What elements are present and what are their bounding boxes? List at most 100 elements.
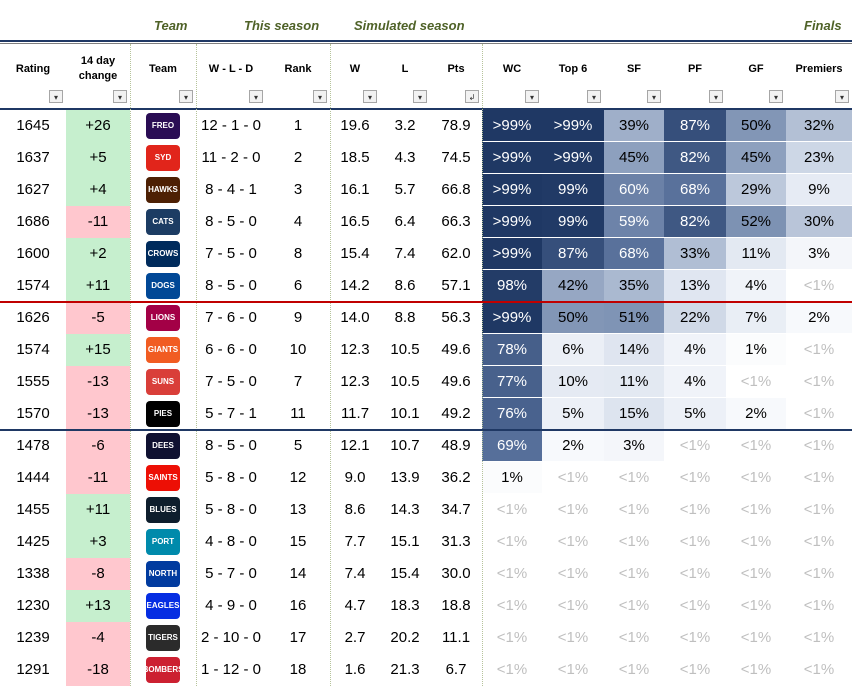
table-row[interactable]: 1555 -13 SUNS 7 - 5 - 0 7 12.3 10.5 49.6 77% 10% 1…: [0, 366, 852, 398]
column-header-team: Team: [130, 44, 196, 108]
gf-cell: 11%: [726, 238, 786, 270]
pf-cell: 22%: [664, 302, 726, 334]
filter-dropdown-button[interactable]: ▾: [363, 90, 377, 103]
group-header-team: Team: [154, 18, 188, 33]
pts-cell: 36.2: [441, 469, 471, 486]
column-header-label: Top 6: [558, 62, 588, 75]
team-cell: CATS: [130, 206, 196, 238]
filter-dropdown-button[interactable]: ▾: [113, 90, 127, 103]
table-row[interactable]: 1444 -11 SAINTS 5 - 8 - 0 12 9.0 13.9 36.2 1% <1%…: [0, 462, 852, 494]
premiers-cell: <1%: [786, 494, 852, 526]
sf-cell: <1%: [604, 526, 664, 558]
rank-cell: 9: [293, 309, 303, 326]
gf-cell: <1%: [726, 526, 786, 558]
w-cell: 1.6: [344, 661, 366, 678]
top-border: [0, 40, 852, 42]
team-logo-icon: TIGERS: [146, 625, 180, 651]
wc-cell: >99%: [482, 110, 542, 142]
rating-cell: 1338: [16, 565, 50, 582]
team-cell: PORT: [130, 526, 196, 558]
column-header-label: W - L - D: [208, 62, 254, 75]
pts-cell: 31.3: [441, 533, 471, 550]
table-row[interactable]: 1600 +2 CROWS 7 - 5 - 0 8 15.4 7.4 62.0 >99% 87% 6…: [0, 238, 852, 270]
change-cell: -11: [66, 462, 130, 494]
table-row[interactable]: 1425 +3 PORT 4 - 8 - 0 15 7.7 15.1 31.3 <1% <1% <1…: [0, 526, 852, 558]
filter-dropdown-button[interactable]: ▾: [587, 90, 601, 103]
column-header-sf: SF: [604, 44, 664, 108]
change-cell: +11: [66, 494, 130, 526]
l-cell: 18.3: [390, 597, 420, 614]
gf-cell: 29%: [726, 174, 786, 206]
wc-cell: <1%: [482, 494, 542, 526]
rating-cell: 1627: [16, 181, 50, 198]
table-row[interactable]: 1645 +26 FREO 12 - 1 - 0 1 19.6 3.2 78.9 >99% >99…: [0, 110, 852, 142]
column-header-wld: W - L - D: [196, 44, 266, 108]
table-row[interactable]: 1637 +5 SYD 11 - 2 - 0 2 18.5 4.3 74.5 >99% >99% 4…: [0, 142, 852, 174]
premiers-cell: <1%: [786, 270, 852, 302]
table-row[interactable]: 1626 -5 LIONS 7 - 6 - 0 9 14.0 8.8 56.3 >99% 50% 5…: [0, 302, 852, 334]
filter-dropdown-button[interactable]: ▾: [709, 90, 723, 103]
team-cell: CROWS: [130, 238, 196, 270]
sort-descending-icon[interactable]: ↲: [465, 90, 479, 103]
column-header-label: GF: [748, 62, 764, 75]
table-row[interactable]: 1291 -18 BOMBERS 1 - 12 - 0 18 1.6 21.3 6.7 <1% <…: [0, 654, 852, 686]
sf-cell: 3%: [604, 430, 664, 462]
sf-cell: 14%: [604, 334, 664, 366]
filter-dropdown-button[interactable]: ▾: [313, 90, 327, 103]
filter-dropdown-button[interactable]: ▾: [647, 90, 661, 103]
rank-cell: 8: [293, 245, 303, 262]
filter-dropdown-button[interactable]: ▾: [413, 90, 427, 103]
pf-cell: 87%: [664, 110, 726, 142]
w-cell: 12.3: [340, 373, 370, 390]
wld-cell: 8 - 5 - 0: [205, 277, 257, 294]
table-row[interactable]: 1574 +15 GIANTS 6 - 6 - 0 10 12.3 10.5 49.6 78% 6…: [0, 334, 852, 366]
filter-dropdown-button[interactable]: ▾: [525, 90, 539, 103]
pts-cell: 57.1: [441, 277, 471, 294]
wc-cell: 78%: [482, 334, 542, 366]
table-row[interactable]: 1686 -11 CATS 8 - 5 - 0 4 16.5 6.4 66.3 >99% 99% 5…: [0, 206, 852, 238]
filter-dropdown-button[interactable]: ▾: [49, 90, 63, 103]
change-cell: +13: [66, 590, 130, 622]
filter-dropdown-button[interactable]: ▾: [835, 90, 849, 103]
team-cell: EAGLES: [130, 590, 196, 622]
top6-cell: 6%: [542, 334, 604, 366]
table-row[interactable]: 1570 -13 PIES 5 - 7 - 1 11 11.7 10.1 49.2 76% 5% 1…: [0, 398, 852, 430]
table-row[interactable]: 1455 +11 BLUES 5 - 8 - 0 13 8.6 14.3 34.7 <1% <1%…: [0, 494, 852, 526]
rating-cell: 1574: [16, 277, 50, 294]
column-divider: [482, 44, 483, 686]
team-cell: BOMBERS: [130, 654, 196, 686]
l-cell: 20.2: [390, 629, 420, 646]
column-divider: [330, 44, 331, 686]
wld-cell: 6 - 6 - 0: [205, 341, 257, 358]
premiers-cell: <1%: [786, 366, 852, 398]
filter-dropdown-button[interactable]: ▾: [249, 90, 263, 103]
l-cell: 21.3: [390, 661, 420, 678]
table-row[interactable]: 1230 +13 EAGLES 4 - 9 - 0 16 4.7 18.3 18.8 <1% <1…: [0, 590, 852, 622]
team-logo-icon: FREO: [146, 113, 180, 139]
team-cell: DOGS: [130, 270, 196, 302]
change-cell: +11: [66, 270, 130, 302]
gf-cell: <1%: [726, 590, 786, 622]
change-cell: -6: [66, 430, 130, 462]
team-logo-icon: CATS: [146, 209, 180, 235]
gf-cell: 7%: [726, 302, 786, 334]
table-row[interactable]: 1478 -6 DEES 8 - 5 - 0 5 12.1 10.7 48.9 69% 2% 3% <…: [0, 430, 852, 462]
column-header-label: Team: [149, 62, 177, 75]
w-cell: 14.2: [340, 277, 370, 294]
sf-cell: 15%: [604, 398, 664, 430]
pf-cell: 4%: [664, 366, 726, 398]
wc-cell: >99%: [482, 302, 542, 334]
column-header-label: Premiers: [795, 62, 843, 75]
team-cell: FREO: [130, 110, 196, 142]
rank-cell: 16: [289, 597, 307, 614]
wld-cell: 11 - 2 - 0: [201, 149, 261, 166]
table-row[interactable]: 1627 +4 HAWKS 8 - 4 - 1 3 16.1 5.7 66.8 >99% 99% 6…: [0, 174, 852, 206]
filter-dropdown-button[interactable]: ▾: [769, 90, 783, 103]
table-row[interactable]: 1239 -4 TIGERS 2 - 10 - 0 17 2.7 20.2 11.1 <1% <1…: [0, 622, 852, 654]
filter-dropdown-button[interactable]: ▾: [179, 90, 193, 103]
table-row[interactable]: 1574 +11 DOGS 8 - 5 - 0 6 14.2 8.6 57.1 98% 42% 35…: [0, 270, 852, 302]
table-row[interactable]: 1338 -8 NORTH 5 - 7 - 0 14 7.4 15.4 30.0 <1% <1% <…: [0, 558, 852, 590]
sf-cell: 45%: [604, 142, 664, 174]
team-logo-icon: CROWS: [146, 241, 180, 267]
